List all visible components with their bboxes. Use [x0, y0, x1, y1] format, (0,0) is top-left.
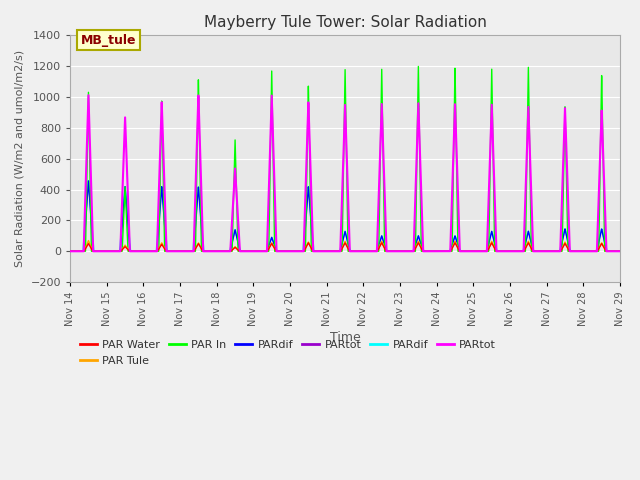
X-axis label: Time: Time [330, 331, 360, 344]
Text: MB_tule: MB_tule [81, 34, 137, 47]
Legend: PAR Water, PAR Tule, PAR In, PARdif, PARtot, PARdif, PARtot: PAR Water, PAR Tule, PAR In, PARdif, PAR… [76, 336, 500, 371]
Y-axis label: Solar Radiation (W/m2 and umol/m2/s): Solar Radiation (W/m2 and umol/m2/s) [15, 50, 25, 267]
Title: Mayberry Tule Tower: Solar Radiation: Mayberry Tule Tower: Solar Radiation [204, 15, 486, 30]
